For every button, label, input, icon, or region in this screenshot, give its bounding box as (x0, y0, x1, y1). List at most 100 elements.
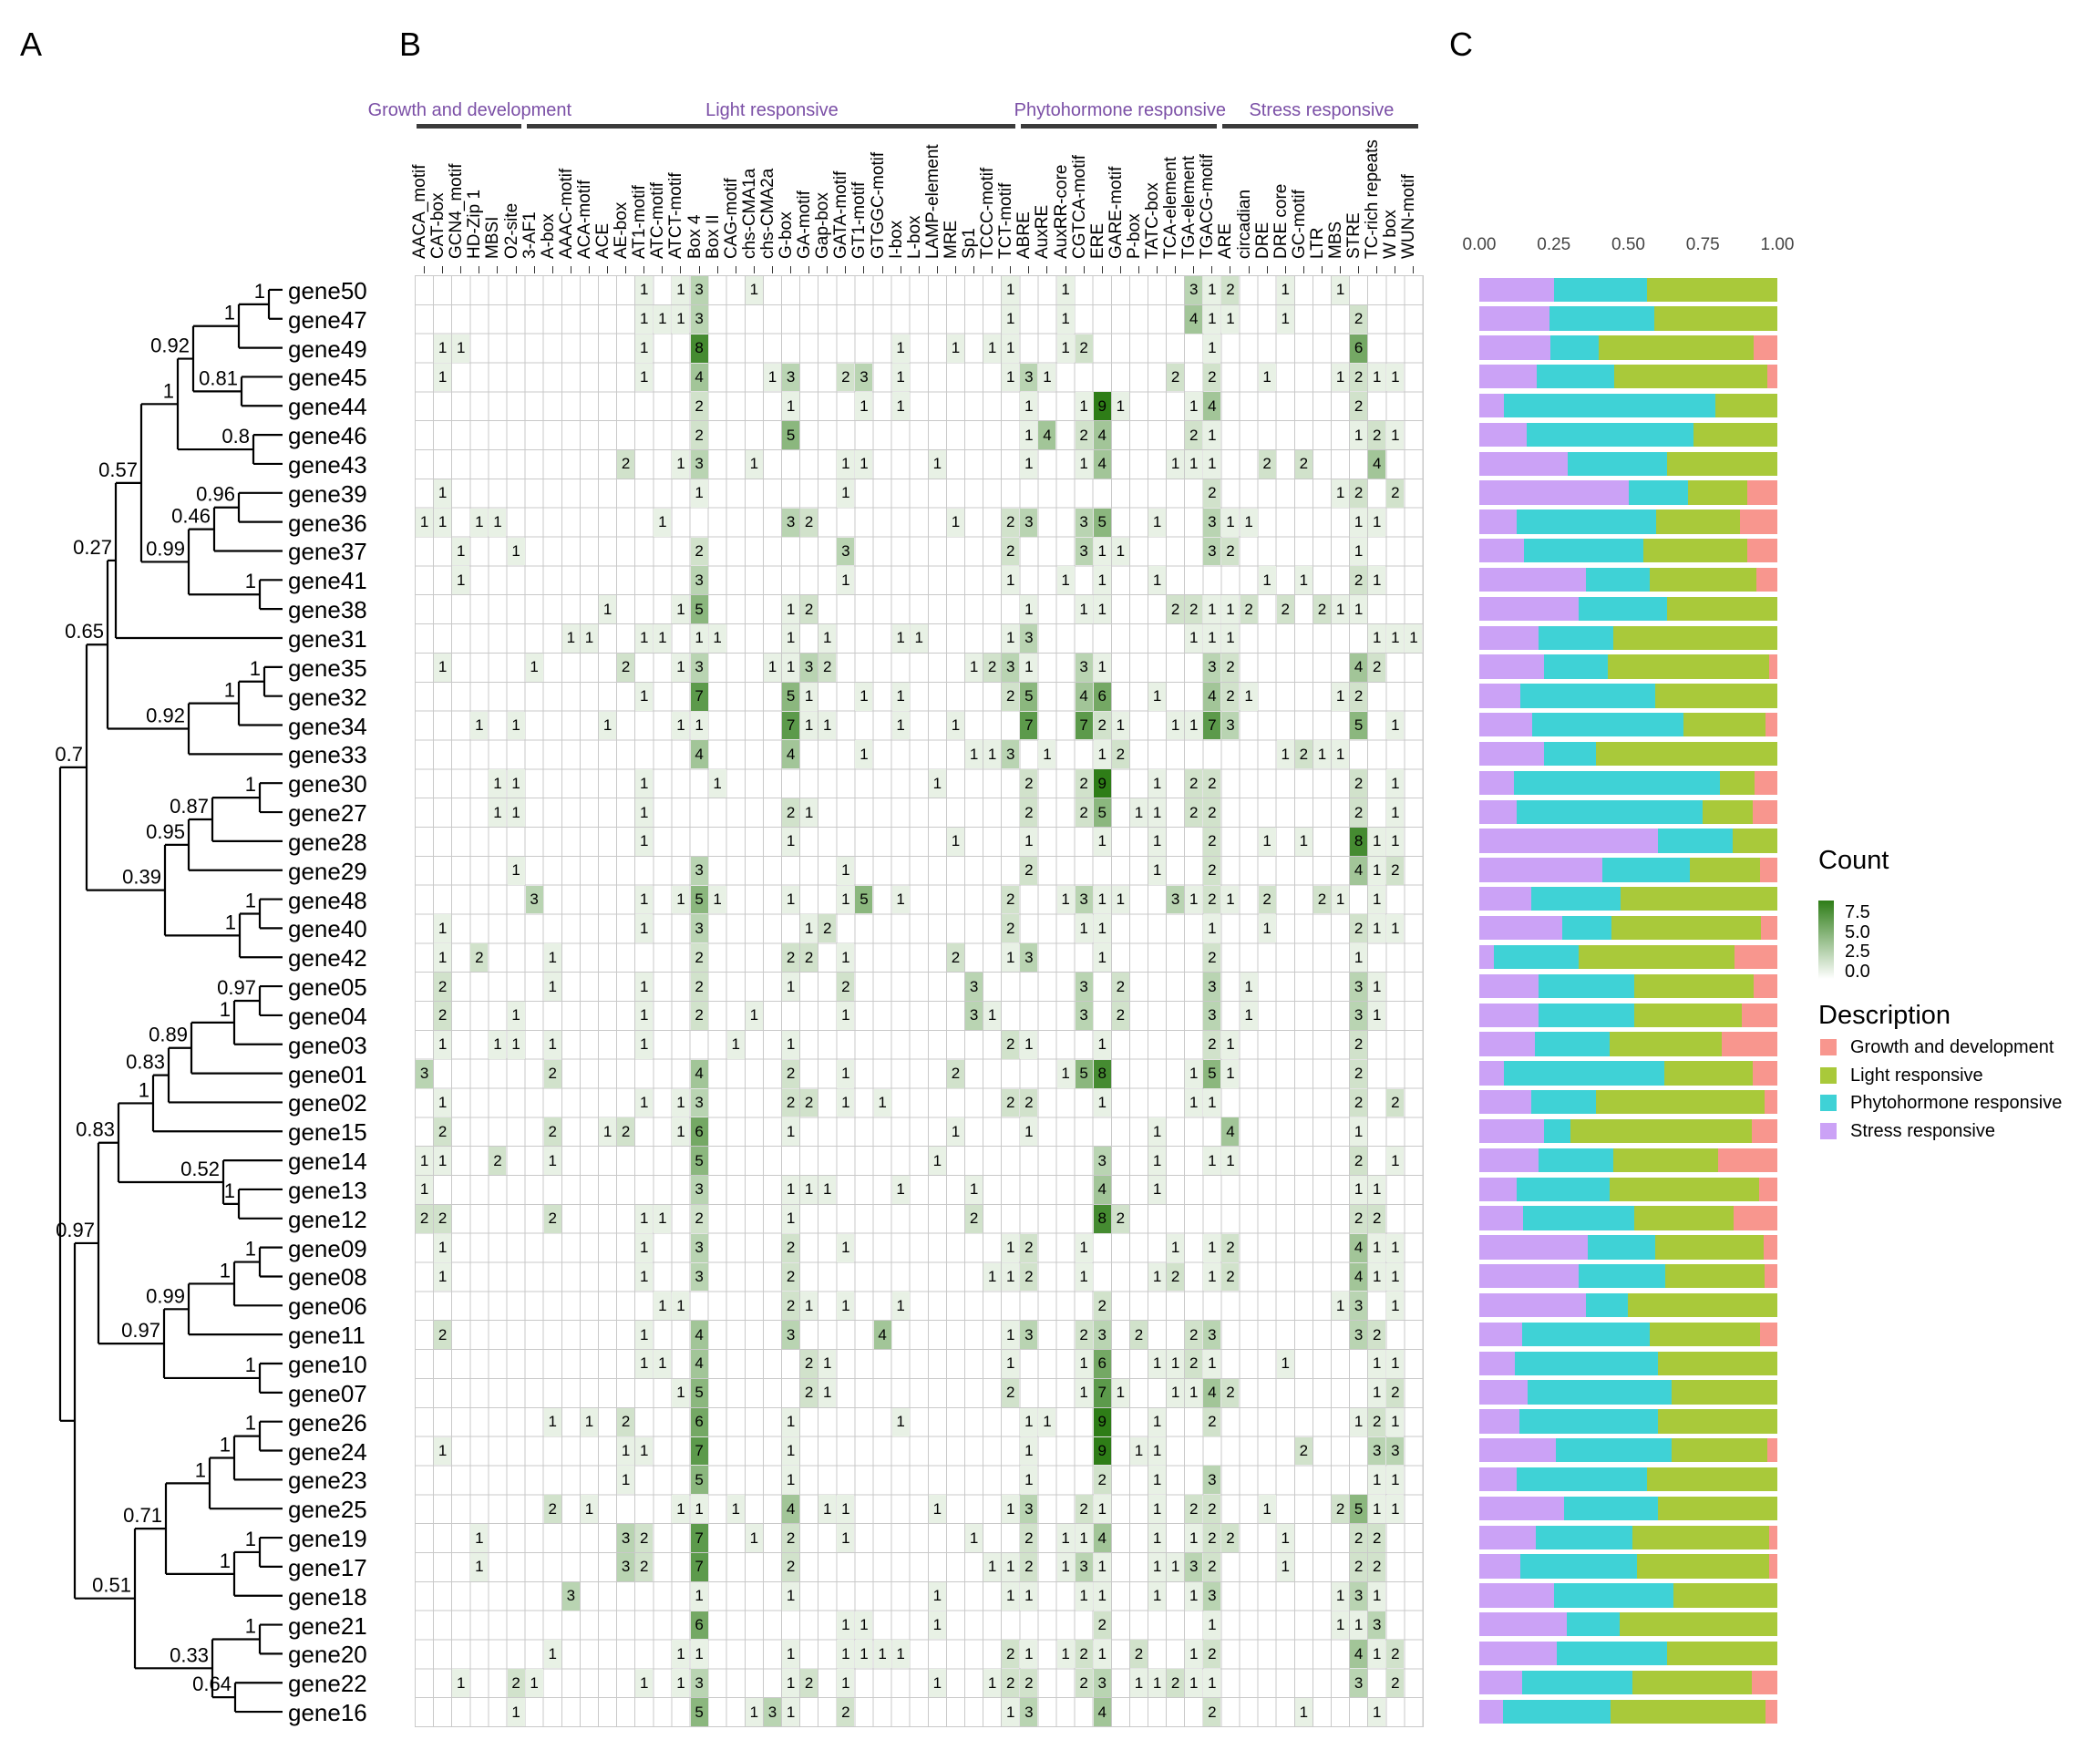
matrix-cell: 1 (1093, 1640, 1111, 1669)
matrix-cell: 1 (1002, 1350, 1020, 1378)
matrix-cell: 4 (1368, 450, 1386, 479)
bar-segment (1610, 1032, 1722, 1056)
matrix-cell: 1 (1167, 1350, 1185, 1378)
matrix-cell: 3 (1386, 1436, 1405, 1466)
matrix-cell: 2 (543, 1117, 561, 1147)
gene-label-gene32: gene32 (288, 683, 367, 711)
bar-segment (1570, 1118, 1752, 1144)
bar-segment (1479, 1409, 1519, 1434)
gene-label-gene24: gene24 (288, 1437, 367, 1466)
matrix-cell: 1 (1368, 363, 1386, 392)
matrix-cell: 1 (891, 1640, 910, 1669)
matrix-cell: 1 (782, 1407, 800, 1436)
matrix-cell: 1 (1203, 421, 1221, 450)
proportion-bar-gene19 (1479, 1525, 1777, 1549)
matrix-cell: 1 (1386, 1233, 1405, 1262)
column-label-gare-motif: GARE-motif (1106, 166, 1126, 259)
category-label-3: Stress responsive (1249, 100, 1395, 120)
matrix-cell: 1 (1148, 1176, 1167, 1204)
bar-segment (1658, 1351, 1777, 1375)
svg-text:1: 1 (245, 1238, 256, 1261)
matrix-cell: 1 (434, 1233, 452, 1262)
matrix-cell: 1 (672, 1669, 690, 1698)
bar-segment (1601, 858, 1690, 882)
matrix-cell: 1 (507, 1002, 525, 1030)
matrix-cell: 1 (1093, 537, 1111, 566)
matrix-cell: 3 (1368, 1436, 1386, 1466)
matrix-cell: 1 (1020, 1640, 1038, 1669)
matrix-cell: 3 (1350, 1292, 1368, 1321)
matrix-cell: 1 (745, 450, 763, 479)
description-legend-title: Description (1818, 1001, 1951, 1030)
matrix-cell: 5 (690, 1466, 708, 1495)
matrix-cell: 1 (1203, 595, 1221, 624)
matrix-cell: 2 (782, 1552, 800, 1581)
matrix-cell: 1 (983, 1262, 1002, 1292)
matrix-cell: 3 (1020, 363, 1038, 392)
bar-segment (1671, 1438, 1768, 1463)
matrix-cell: 3 (690, 914, 708, 943)
column-label-cgtca-motif: CGTCA-motif (1069, 155, 1089, 259)
matrix-cell: 1 (507, 711, 525, 740)
matrix-cell: 4 (1093, 1176, 1111, 1204)
matrix-cell: 1 (1386, 1495, 1405, 1524)
matrix-cell: 1 (837, 885, 855, 914)
matrix-cell: 2 (1002, 682, 1020, 711)
matrix-cell: 2 (1075, 1669, 1093, 1698)
matrix-cell: 1 (782, 1698, 800, 1726)
matrix-cell: 1 (763, 653, 781, 682)
matrix-cell: 2 (1368, 653, 1386, 682)
bar-segment (1633, 1206, 1734, 1230)
proportion-bar-gene02 (1479, 1090, 1777, 1115)
matrix-cell: 1 (1020, 450, 1038, 479)
bar-segment (1634, 973, 1754, 998)
matrix-cell: 5 (855, 885, 873, 914)
matrix-cell: 3 (1203, 1581, 1221, 1611)
column-tick (790, 266, 792, 273)
matrix-cell: 3 (690, 1176, 708, 1204)
column-tick (827, 266, 829, 273)
matrix-cell: 1 (1332, 1292, 1350, 1321)
matrix-cell: 2 (1332, 1495, 1350, 1524)
gene-label-gene43: gene43 (288, 450, 367, 479)
bar-segment (1769, 654, 1777, 679)
matrix-cell: 5 (1093, 508, 1111, 537)
matrix-cell: 1 (635, 1088, 654, 1117)
matrix-cell: 1 (928, 1669, 946, 1698)
svg-text:0.99: 0.99 (146, 537, 185, 560)
column-tick (1119, 266, 1121, 273)
matrix-cell: 2 (1203, 827, 1221, 856)
matrix-cell: 3 (1020, 1321, 1038, 1350)
matrix-cell: 2 (1185, 798, 1203, 827)
matrix-cell: 1 (1276, 304, 1294, 334)
gene-label-gene49: gene49 (288, 335, 367, 363)
matrix-cell: 1 (635, 798, 654, 827)
bar-segment (1479, 829, 1659, 853)
matrix-cell: 1 (672, 1640, 690, 1669)
column-tick (533, 266, 535, 273)
matrix-cell: 2 (1386, 1088, 1405, 1117)
matrix-cell: 2 (1167, 363, 1185, 392)
matrix-cell: 2 (1020, 798, 1038, 827)
matrix-cell: 1 (543, 1640, 561, 1669)
bar-segment (1664, 1061, 1754, 1086)
bar-segment (1732, 829, 1777, 853)
matrix-cell: 1 (635, 363, 654, 392)
matrix-cell: 1 (837, 566, 855, 595)
matrix-cell: 1 (580, 1495, 598, 1524)
matrix-cell: 1 (1020, 595, 1038, 624)
bar-segment (1753, 1061, 1777, 1086)
matrix-cell: 3 (1075, 973, 1093, 1001)
matrix-cell: 8 (690, 334, 708, 363)
bar-segment (1587, 1235, 1656, 1260)
matrix-cell: 8 (1093, 1204, 1111, 1233)
matrix-cell: 1 (690, 479, 708, 508)
matrix-cell: 1 (1332, 363, 1350, 392)
matrix-cell: 1 (782, 624, 800, 653)
matrix-cell: 3 (1350, 1669, 1368, 1698)
gene-label-gene28: gene28 (288, 828, 367, 856)
column-label-sp1: Sp1 (960, 228, 980, 259)
bar-segment (1753, 335, 1777, 360)
matrix-cell: 1 (470, 508, 489, 537)
gene-label-gene37: gene37 (288, 538, 367, 566)
